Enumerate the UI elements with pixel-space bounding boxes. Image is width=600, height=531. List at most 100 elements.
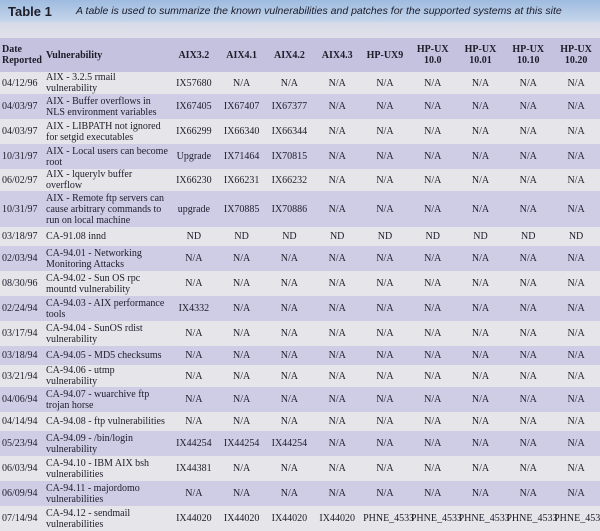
patch-cell: IX44254 (170, 431, 218, 456)
patch-cell: IX71464 (217, 144, 266, 169)
patch-cell: N/A (456, 144, 505, 169)
date-cell: 06/03/94 (0, 456, 44, 481)
patch-cell: N/A (313, 321, 362, 346)
patch-cell: N/A (313, 191, 362, 227)
table-row: 04/12/96 AIX - 3.2.5 rmail vulnerability I… (0, 72, 600, 94)
table-row: 03/18/97 CA-91.08 innd ND ND ND ND ND ND ND ND ND (0, 227, 600, 246)
patch-cell: ND (313, 227, 362, 246)
table-row: 02/24/94 CA-94.03 - AIX performance tools… (0, 296, 600, 321)
patch-cell: ND (361, 227, 409, 246)
patch-cell: N/A (313, 412, 362, 431)
patch-cell: N/A (552, 296, 600, 321)
patch-cell: ND (265, 227, 314, 246)
patch-cell: ND (217, 227, 266, 246)
table-row: 07/14/94 CA-94.12 - sendmail vulnerabilit… (0, 506, 600, 531)
patch-cell: IX70886 (265, 191, 314, 227)
patch-cell: N/A (361, 169, 409, 191)
spacer (0, 22, 600, 38)
patch-cell: N/A (170, 271, 218, 296)
column-header: AIX4.2 (265, 38, 314, 72)
patch-cell: N/A (552, 346, 600, 365)
patch-cell: N/A (313, 169, 362, 191)
table-row: 04/03/97 AIX - LIBPATH not ignored for se… (0, 119, 600, 144)
patch-cell: N/A (552, 191, 600, 227)
patch-cell: N/A (361, 456, 409, 481)
patch-cell: N/A (552, 94, 600, 119)
date-cell: 10/31/97 (0, 191, 44, 227)
patch-cell: N/A (170, 481, 218, 506)
patch-cell: N/A (170, 365, 218, 387)
patch-cell: N/A (408, 144, 457, 169)
table-row: 10/31/97 AIX - Remote ftp servers can cau… (0, 191, 600, 227)
table-row: 02/03/94 CA-94.01 - Networking Monitoring… (0, 246, 600, 271)
date-cell: 02/24/94 (0, 296, 44, 321)
patch-cell: IX44020 (217, 506, 266, 531)
patch-cell: N/A (408, 191, 457, 227)
table-row: 10/31/97 AIX - Local users can become roo… (0, 144, 600, 169)
patch-cell: IX66230 (170, 169, 218, 191)
patch-cell: N/A (456, 365, 505, 387)
patch-cell: IX70885 (217, 191, 266, 227)
vulnerability-cell: CA-94.03 - AIX performance tools (44, 296, 170, 321)
patch-cell: ND (504, 227, 553, 246)
patch-cell: N/A (504, 246, 553, 271)
table-row: 03/17/94 CA-94.04 - SunOS rdist vulnerabi… (0, 321, 600, 346)
vulnerability-cell: CA-94.01 - Networking Monitoring Attacks (44, 246, 170, 271)
patch-cell: Upgrade (170, 144, 218, 169)
date-cell: 10/31/97 (0, 144, 44, 169)
patch-cell: N/A (217, 246, 266, 271)
vulnerability-cell: CA-94.12 - sendmail vulnerabilities (44, 506, 170, 531)
column-header: Date Reported (0, 38, 44, 72)
date-cell: 06/02/97 (0, 169, 44, 191)
table-label: Table 1 (8, 3, 52, 19)
patch-cell: N/A (361, 94, 409, 119)
patch-cell: N/A (313, 144, 362, 169)
date-cell: 07/14/94 (0, 506, 44, 531)
date-cell: 04/03/97 (0, 94, 44, 119)
patch-cell: N/A (552, 412, 600, 431)
patch-cell: N/A (552, 365, 600, 387)
patch-cell: N/A (504, 365, 553, 387)
patch-cell: N/A (456, 169, 505, 191)
patch-cell: IX66232 (265, 169, 314, 191)
patch-cell: N/A (361, 296, 409, 321)
patch-cell: ND (552, 227, 600, 246)
column-header: HP-UX 10.10 (504, 38, 553, 72)
date-cell: 06/09/94 (0, 481, 44, 506)
patch-cell: N/A (552, 246, 600, 271)
patch-cell: N/A (504, 94, 553, 119)
patch-cell: ND (456, 227, 505, 246)
column-header: HP-UX 10.01 (456, 38, 505, 72)
table-row: 04/06/94 CA-94.07 - wuarchive ftp trojan … (0, 387, 600, 412)
patch-cell: IX44381 (170, 456, 218, 481)
vulnerability-cell: AIX - 3.2.5 rmail vulnerability (44, 72, 170, 94)
patch-cell: IX44020 (265, 506, 314, 531)
patch-cell: IX57680 (170, 72, 218, 94)
patch-cell: N/A (313, 481, 362, 506)
vulnerability-cell: AIX - lquerylv buffer overflow (44, 169, 170, 191)
patch-cell: N/A (170, 246, 218, 271)
date-cell: 04/12/96 (0, 72, 44, 94)
patch-cell: N/A (170, 412, 218, 431)
date-cell: 05/23/94 (0, 431, 44, 456)
table-title-bar: Table 1 A table is used to summarize the… (0, 0, 600, 22)
patch-cell: N/A (313, 72, 362, 94)
patch-cell: N/A (408, 346, 457, 365)
patch-cell: IX67377 (265, 94, 314, 119)
patch-cell: N/A (361, 144, 409, 169)
date-cell: 03/18/94 (0, 346, 44, 365)
date-cell: 04/14/94 (0, 412, 44, 431)
vulnerability-cell: CA-94.07 - wuarchive ftp trojan horse (44, 387, 170, 412)
patch-cell: N/A (265, 72, 314, 94)
patch-cell: N/A (217, 271, 266, 296)
patch-cell: N/A (265, 246, 314, 271)
table-row: 06/02/97 AIX - lquerylv buffer overflow IX… (0, 169, 600, 191)
vulnerability-cell: AIX - Buffer overflows in NLS environmen… (44, 94, 170, 119)
vulnerability-cell: CA-94.09 - /bin/login vulnerability (44, 431, 170, 456)
patch-cell: upgrade (170, 191, 218, 227)
patch-cell: PHNE_4533 (408, 506, 462, 531)
patch-cell: N/A (265, 296, 314, 321)
patch-cell: N/A (504, 321, 553, 346)
patch-cell: N/A (265, 321, 314, 346)
patch-cell: N/A (361, 346, 409, 365)
